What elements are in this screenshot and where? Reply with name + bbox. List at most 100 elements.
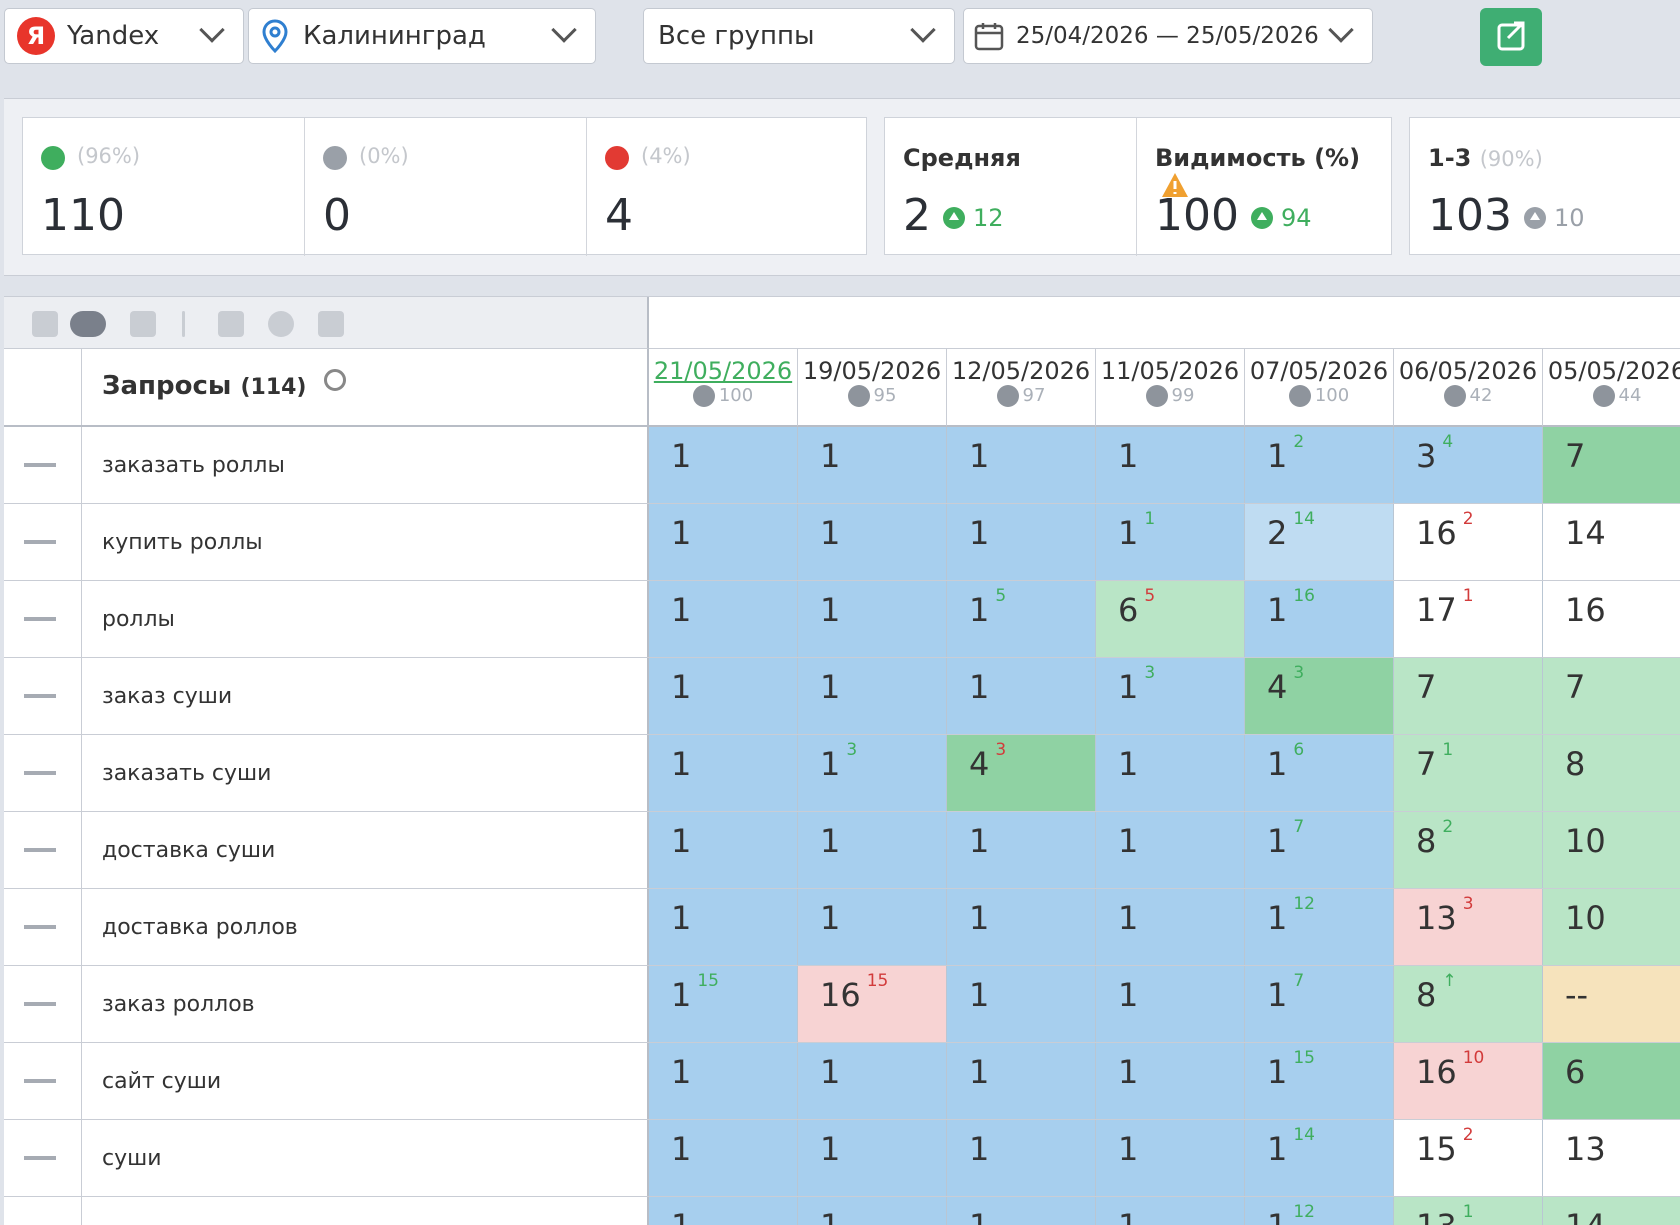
position-cell[interactable]: 14 [1543,1197,1680,1225]
date-label[interactable]: 21/05/2026 [653,357,793,385]
position-cell[interactable]: 1 [798,889,947,965]
query-text[interactable]: доставка роллов [82,889,649,965]
query-text[interactable]: заказать суши [82,735,649,811]
position-cell[interactable]: 1 [947,889,1096,965]
date-label[interactable]: 19/05/2026 [802,357,942,385]
row-handle[interactable] [4,735,82,811]
calendar-icon[interactable] [218,311,244,337]
position-cell[interactable]: 1 [947,812,1096,888]
position-cell[interactable]: 7 [1394,658,1543,734]
link-icon[interactable] [130,311,156,337]
group-select[interactable]: Все группы [643,8,955,64]
export-button[interactable] [1480,8,1542,66]
position-cell[interactable]: 1 [1096,735,1245,811]
position-cell[interactable]: 1 [649,735,798,811]
position-cell[interactable]: 1 [1096,966,1245,1042]
position-cell[interactable]: 1 [947,1120,1096,1196]
position-cell[interactable]: 1 [798,1043,947,1119]
position-cell[interactable]: 1 [798,1197,947,1225]
date-header[interactable]: 05/05/2026 44 [1543,349,1680,427]
position-cell[interactable]: 8 ↑ [1394,966,1543,1042]
position-cell[interactable]: 1 [798,427,947,503]
row-handle[interactable] [4,427,82,503]
position-cell[interactable]: 1 [947,658,1096,734]
date-header[interactable]: 06/05/2026 42 [1394,349,1543,427]
position-cell[interactable]: 1 [1096,812,1245,888]
position-cell[interactable]: 13 1 [1394,1197,1543,1225]
position-cell[interactable]: 1 14 [1245,1120,1394,1196]
position-cell[interactable]: 1 [798,504,947,580]
position-cell[interactable]: 1 16 [1245,581,1394,657]
date-label[interactable]: 12/05/2026 [951,357,1091,385]
position-cell[interactable]: 16 15 [798,966,947,1042]
query-text[interactable]: купить роллы [82,504,649,580]
position-cell[interactable]: 16 10 [1394,1043,1543,1119]
position-cell[interactable]: 1 15 [649,966,798,1042]
query-text[interactable]: заказ суши [82,658,649,734]
position-cell[interactable]: 1 [649,812,798,888]
date-label[interactable]: 05/05/2026 [1547,357,1680,385]
row-handle[interactable] [4,1120,82,1196]
position-cell[interactable]: 1 [1096,889,1245,965]
position-cell[interactable]: 1 [1096,427,1245,503]
position-cell[interactable]: 2 14 [1245,504,1394,580]
query-text[interactable]: роллы [82,581,649,657]
position-cell[interactable]: 10 [1543,812,1680,888]
date-label[interactable]: 06/05/2026 [1398,357,1538,385]
position-cell[interactable]: 1 [798,812,947,888]
query-text[interactable]: сайт суши [82,1043,649,1119]
position-cell[interactable]: 1 [947,1043,1096,1119]
position-cell[interactable]: 1 [649,658,798,734]
date-header[interactable]: 11/05/2026 99 [1096,349,1245,427]
date-header[interactable]: 21/05/2026 100 [649,349,798,427]
position-cell[interactable]: 10 [1543,889,1680,965]
position-cell[interactable]: 1 [947,504,1096,580]
row-handle[interactable] [4,504,82,580]
position-cell[interactable]: 6 [1543,1043,1680,1119]
position-cell[interactable]: 1 [947,427,1096,503]
date-header[interactable]: 19/05/2026 95 [798,349,947,427]
position-cell[interactable]: -- [1543,966,1680,1042]
position-cell[interactable]: 7 [1543,427,1680,503]
position-cell[interactable]: 1 [798,1120,947,1196]
position-cell[interactable]: 1 [649,581,798,657]
contrast-icon[interactable] [268,311,294,337]
query-text[interactable] [82,1197,649,1225]
position-cell[interactable]: 13 [1543,1120,1680,1196]
position-cell[interactable]: 17 1 [1394,581,1543,657]
row-handle[interactable] [4,1043,82,1119]
position-cell[interactable]: 1 [649,427,798,503]
position-cell[interactable]: 16 2 [1394,504,1543,580]
row-handle[interactable] [4,889,82,965]
position-cell[interactable]: 15 2 [1394,1120,1543,1196]
warning-icon[interactable] [1161,172,1189,198]
position-cell[interactable]: 1 [798,658,947,734]
toggle-icon[interactable] [70,311,106,337]
row-handle[interactable] [4,581,82,657]
date-label[interactable]: 07/05/2026 [1249,357,1389,385]
position-cell[interactable]: 1 [649,1120,798,1196]
position-cell[interactable]: 14 [1543,504,1680,580]
position-cell[interactable]: 112 [1245,1197,1394,1225]
position-cell[interactable]: 1 [1096,1197,1245,1225]
sort-icon[interactable] [32,311,58,337]
date-range-select[interactable]: 25/04/2026 — 25/05/2026 [963,8,1373,64]
search-engine-select[interactable]: Я Yandex [4,8,244,64]
region-select[interactable]: Калининград [248,8,596,64]
position-cell[interactable]: 1 [947,1197,1096,1225]
position-cell[interactable]: 8 [1543,735,1680,811]
